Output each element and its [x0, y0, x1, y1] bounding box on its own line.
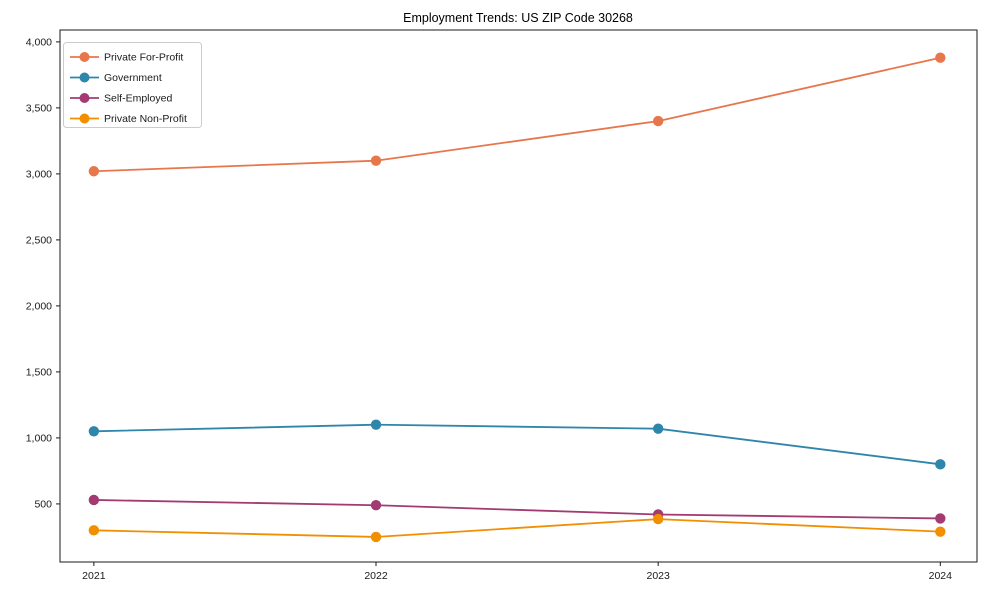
legend-marker-swatch [79, 52, 90, 62]
legend-marker-swatch [79, 72, 90, 83]
data-point-marker-self-employed [88, 494, 100, 506]
y-tick-label: 500 [34, 498, 52, 510]
data-point-marker-private-for-profit [652, 115, 664, 127]
legend-label: Self-Employed [104, 93, 172, 105]
x-tick-label: 2024 [929, 570, 953, 582]
series-line-private-non-profit [93, 518, 941, 538]
x-tick-label: 2021 [82, 570, 106, 582]
data-point-marker-private-for-profit [935, 52, 946, 63]
data-point-marker-private-for-profit [88, 166, 100, 177]
legend-label: Private Non-Profit [104, 113, 187, 125]
legend: Private For-Profit Government Self-Employe… [63, 42, 202, 128]
legend-item-self-employed: Self-Employed [70, 93, 172, 105]
y-tick-label: 1,000 [26, 432, 52, 444]
data-point-marker-self-employed [370, 500, 382, 511]
legend-item-private-non-profit: Private Non-Profit [70, 113, 187, 125]
legend-item-private-for-profit: Private For-Profit [70, 52, 183, 64]
y-tick-label: 3,500 [26, 102, 52, 114]
data-point-marker-private-non-profit [935, 526, 946, 537]
legend-marker-swatch [79, 113, 90, 124]
y-tick-label: 3,000 [26, 168, 52, 180]
data-point-marker-private-non-profit [88, 525, 100, 536]
data-point-marker-government [935, 459, 946, 470]
data-point-marker-government [88, 426, 100, 437]
data-point-marker-private-non-profit [652, 513, 664, 525]
chart-title: Employment Trends: US ZIP Code 30268 [403, 11, 633, 25]
series-line-government [93, 423, 941, 466]
data-point-marker-government [370, 419, 382, 430]
series-line-self-employed [93, 499, 941, 520]
data-point-marker-private-for-profit [370, 155, 382, 166]
legend-label: Private For-Profit [104, 52, 183, 64]
data-point-marker-self-employed [935, 513, 946, 524]
legend-label: Government [104, 72, 162, 84]
data-point-marker-private-non-profit [370, 531, 382, 543]
y-tick-label: 2,000 [26, 300, 52, 312]
axes-box [59, 29, 978, 563]
y-tick-label: 2,500 [26, 234, 52, 246]
x-tick-label: 2023 [646, 570, 670, 582]
y-tick-label: 4,000 [26, 36, 52, 48]
legend-item-government: Government [70, 72, 162, 84]
y-tick-label: 1,500 [26, 366, 52, 378]
plot-area: 500 1,000 1,500 2,000 2,500 3,000 3,500 4,000 20… [26, 29, 978, 582]
series-line-private-for-profit [93, 56, 941, 173]
legend-box [63, 42, 202, 128]
legend-marker-swatch [79, 93, 90, 103]
data-point-marker-government [652, 423, 664, 434]
x-tick-label: 2022 [364, 570, 388, 582]
